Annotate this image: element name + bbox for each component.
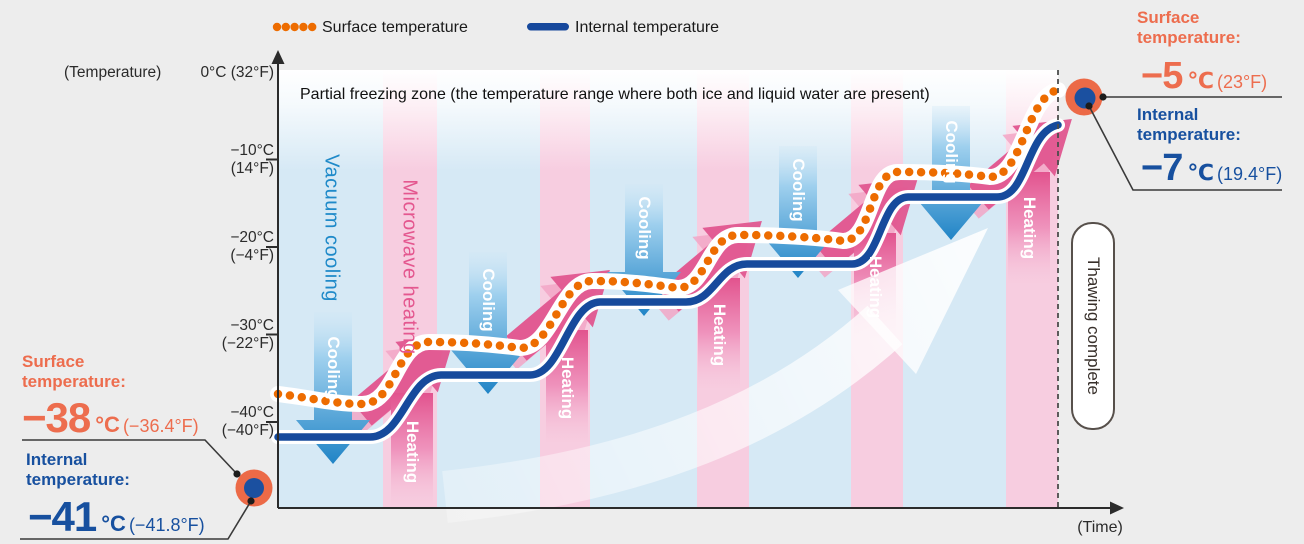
start-internal-temp-value-row: −41 °C (−41.8°F) — [28, 493, 205, 540]
cooling-arrow-icon-1 — [296, 312, 370, 464]
y-tick-20-celsius: −20°C — [230, 229, 274, 246]
start-internal-temp-label: Internal temperature: — [26, 450, 130, 489]
y-tick-0-fahrenheit: (32°F) — [230, 64, 274, 81]
swoosh-shaft — [442, 305, 903, 523]
cooling-arrow-icon-2 — [451, 252, 525, 394]
start-surface-temp-label: Surface temperature: — [22, 352, 126, 391]
thawing-complete-badge: Thawing complete — [1071, 222, 1115, 430]
x-axis-arrow-icon — [1110, 501, 1124, 515]
y-axis-title: (Temperature) — [64, 64, 162, 81]
cooling-arrow-label-3: Cooling — [635, 196, 654, 260]
y-tick-label-30: −30°C (−22°F) — [180, 317, 274, 352]
start-surface-temp-value-row: −38 °C (−36.4°F) — [22, 394, 199, 441]
start-internal-temp-unit: °C — [101, 511, 126, 536]
end-internal-temp-alt: (19.4°F) — [1216, 164, 1283, 184]
heating-arrow-label-4: Heating — [866, 255, 885, 319]
start-internal-callout-line — [20, 500, 252, 540]
surface-curve-dots — [273, 85, 1063, 409]
internal-curve-line — [274, 121, 1062, 441]
start-internal-temp-value: −41 — [28, 493, 97, 540]
start-point-marker — [235, 469, 273, 507]
callout-dots — [233, 93, 1107, 505]
y-tick-label-0: 0°C (32°F) — [186, 64, 274, 82]
end-internal-callout-line — [1088, 105, 1282, 191]
cooling-arrow-label-1: Cooling — [324, 336, 343, 400]
legend-internal-swatch — [527, 23, 569, 31]
heating-arrow-label-5: Heating — [1020, 196, 1039, 260]
y-axis-arrow-icon — [271, 50, 285, 64]
y-tick-label-10: −10°C (14°F) — [180, 142, 274, 177]
end-point-marker — [1065, 78, 1103, 116]
legend-surface-swatch — [272, 22, 317, 32]
y-axis — [266, 62, 279, 508]
end-internal-temp-value: −7 — [1141, 147, 1183, 189]
y-tick-0-celsius: 0°C — [200, 64, 227, 81]
end-surface-temp-value: −5 — [1141, 55, 1183, 97]
start-surface-temp-alt: (−36.4°F) — [122, 416, 199, 436]
cooling-arrow-label-4: Cooling — [789, 158, 808, 222]
heating-arrow-label-1: Heating — [403, 420, 422, 484]
end-surface-temp-unit: ℃ — [1187, 68, 1214, 93]
y-tick-label-20: −20°C (−4°F) — [180, 229, 274, 264]
y-tick-40-celsius: −40°C — [230, 404, 274, 421]
start-surface-temp-value: −38 — [22, 394, 91, 441]
vacuum-cooling-zone-title: Vacuum cooling — [320, 154, 343, 302]
y-tick-30-fahrenheit: (−22°F) — [221, 334, 274, 352]
thawing-complete-label: Thawing complete — [1084, 257, 1103, 395]
heating-arrow-label-3: Heating — [710, 303, 729, 367]
cooling-arrow-label-5: Cooling — [942, 120, 961, 184]
legend-surface-label: Surface temperature — [322, 19, 468, 36]
end-surface-temp-alt: (23°F) — [1216, 72, 1268, 92]
end-internal-temp-label: Internal temperature: — [1137, 105, 1241, 144]
y-tick-20-fahrenheit: (−4°F) — [230, 246, 274, 264]
cooling-arrow-label-2: Cooling — [479, 268, 498, 332]
start-surface-temp-unit: °C — [95, 412, 120, 437]
legend-internal-label: Internal temperature — [575, 19, 720, 36]
progress-swoosh-arrow — [442, 228, 988, 523]
end-surface-temp-label: Surface temperature: — [1137, 8, 1241, 47]
y-tick-10-fahrenheit: (14°F) — [230, 159, 274, 177]
surface-temperature-curve — [270, 82, 1066, 413]
x-axis-title: (Time) — [1077, 519, 1123, 536]
y-tick-label-40: −40°C (−40°F) — [180, 404, 274, 439]
partial-freezing-zone-banner: Partial freezing zone (the temperature r… — [300, 86, 930, 103]
heating-arrow-label-2: Heating — [558, 356, 577, 420]
y-tick-10-celsius: −10°C — [230, 142, 274, 159]
y-tick-40-fahrenheit: (−40°F) — [221, 421, 274, 439]
internal-temperature-curve — [271, 118, 1065, 444]
y-tick-30-celsius: −30°C — [230, 317, 274, 334]
end-internal-temp-unit: ℃ — [1187, 160, 1214, 185]
end-internal-temp-value-row: −7 ℃ (19.4°F) — [1141, 147, 1283, 189]
swoosh-head — [838, 228, 988, 374]
microwave-heating-zone-title: Microwave heating — [398, 179, 421, 355]
start-surface-callout-line — [22, 439, 238, 475]
end-surface-temp-value-row: −5 ℃ (23°F) — [1141, 55, 1268, 97]
callout-lines — [20, 96, 1282, 540]
start-internal-temp-alt: (−41.8°F) — [128, 515, 205, 535]
